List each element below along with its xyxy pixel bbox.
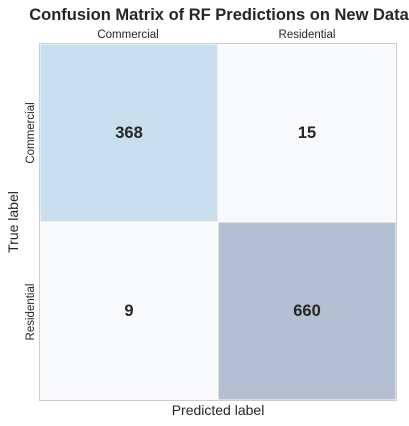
x-tick-residential: Residential [279, 29, 336, 41]
x-axis-label: Predicted label [172, 402, 265, 418]
cell-value-1-0: 9 [124, 302, 133, 320]
plot-frame [39, 43, 397, 401]
heatmap-cell-1-0 [39, 221, 219, 401]
cell-value-0-0: 368 [115, 124, 143, 142]
heatmap-cell-0-1 [217, 43, 397, 223]
heatmap-cell-labels: 368 15 9 660 [115, 124, 321, 320]
heatmap-cell-1-1 [217, 221, 397, 401]
x-tick-commercial: Commercial [97, 29, 158, 41]
heatmap-cell-0-0 [39, 43, 219, 223]
cell-value-1-1: 660 [293, 302, 321, 320]
y-tick-residential: Residential [25, 284, 37, 341]
y-axis-label: True label [5, 191, 21, 253]
heatmap-cells [39, 43, 397, 401]
chart-title: Confusion Matrix of RF Predictions on Ne… [29, 6, 409, 24]
cell-value-0-1: 15 [298, 124, 316, 142]
y-tick-commercial: Commercial [25, 102, 37, 163]
